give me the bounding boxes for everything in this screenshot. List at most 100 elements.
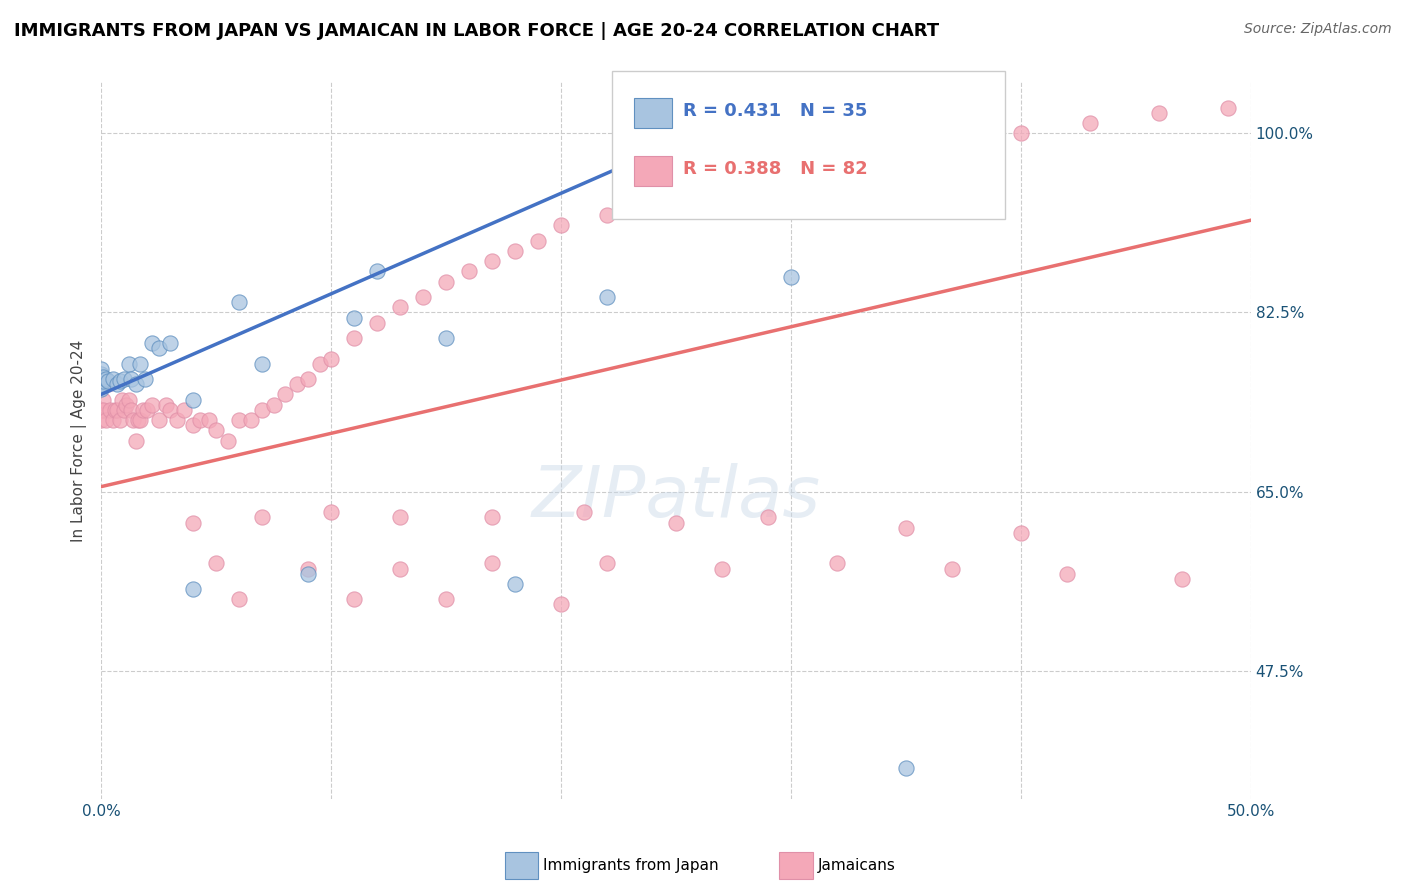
Point <box>166 413 188 427</box>
Point <box>90 377 112 392</box>
Point <box>90 367 112 381</box>
Point <box>434 331 457 345</box>
Point <box>434 592 457 607</box>
Point <box>111 392 134 407</box>
Point <box>250 357 273 371</box>
Point <box>120 402 142 417</box>
Point <box>148 341 170 355</box>
Point <box>228 592 250 607</box>
Point <box>710 178 733 192</box>
Point <box>434 275 457 289</box>
Point <box>136 402 159 417</box>
Point <box>97 374 120 388</box>
Y-axis label: In Labor Force | Age 20-24: In Labor Force | Age 20-24 <box>72 339 87 541</box>
Point <box>90 372 112 386</box>
Point <box>108 413 131 427</box>
Point <box>285 377 308 392</box>
Point <box>343 592 366 607</box>
Text: Immigrants from Japan: Immigrants from Japan <box>543 858 718 872</box>
Point <box>181 392 204 407</box>
Point <box>90 382 112 396</box>
Point <box>297 561 319 575</box>
Point <box>458 264 481 278</box>
Point <box>1078 116 1101 130</box>
Point <box>665 516 688 530</box>
Point <box>894 521 917 535</box>
Point <box>93 374 115 388</box>
Point <box>1010 525 1032 540</box>
Point <box>129 357 152 371</box>
Point <box>710 561 733 575</box>
Point <box>918 136 941 151</box>
Point <box>263 398 285 412</box>
Point <box>181 418 204 433</box>
Point <box>481 254 503 268</box>
Point <box>389 301 412 315</box>
Point <box>596 208 619 222</box>
Point <box>108 374 131 388</box>
Point <box>90 361 112 376</box>
Point <box>389 510 412 524</box>
Text: R = 0.388   N = 82: R = 0.388 N = 82 <box>683 161 868 178</box>
Point <box>101 372 124 386</box>
Point <box>849 152 872 166</box>
Point <box>134 372 156 386</box>
Point <box>101 413 124 427</box>
Point <box>159 402 181 417</box>
Point <box>97 377 120 392</box>
Point <box>94 372 117 386</box>
Point <box>319 351 342 366</box>
Point <box>550 219 572 233</box>
Point <box>481 510 503 524</box>
Point <box>98 402 121 417</box>
Point <box>198 413 221 427</box>
Text: R = 0.431   N = 35: R = 0.431 N = 35 <box>683 103 868 120</box>
Point <box>343 310 366 325</box>
Point <box>710 152 733 166</box>
Point <box>503 577 526 591</box>
Point <box>641 193 664 207</box>
Point <box>297 372 319 386</box>
Text: Jamaicans: Jamaicans <box>818 858 896 872</box>
Point <box>780 167 803 181</box>
Point <box>239 413 262 427</box>
Point <box>366 264 388 278</box>
Point <box>228 413 250 427</box>
Point <box>596 290 619 304</box>
Point <box>181 516 204 530</box>
Point <box>93 370 115 384</box>
Point <box>228 295 250 310</box>
Point <box>112 402 135 417</box>
Point <box>250 402 273 417</box>
Point <box>93 392 115 407</box>
Point <box>118 392 141 407</box>
Point <box>894 761 917 775</box>
Point <box>124 434 146 448</box>
Point <box>481 557 503 571</box>
Point <box>250 510 273 524</box>
Point <box>756 510 779 524</box>
Point <box>112 372 135 386</box>
Point <box>104 402 127 417</box>
Point <box>319 505 342 519</box>
Point <box>141 398 163 412</box>
Point <box>181 582 204 596</box>
Point <box>120 372 142 386</box>
Point <box>105 402 128 417</box>
Point <box>124 377 146 392</box>
Point <box>148 413 170 427</box>
Point <box>1147 105 1170 120</box>
Text: Source: ZipAtlas.com: Source: ZipAtlas.com <box>1244 22 1392 37</box>
Point <box>308 357 330 371</box>
Point <box>205 557 228 571</box>
Point <box>115 398 138 412</box>
Point <box>343 331 366 345</box>
Point <box>90 377 112 392</box>
Point <box>572 505 595 519</box>
Point <box>941 561 963 575</box>
Point <box>129 413 152 427</box>
Point <box>412 290 434 304</box>
Point <box>217 434 239 448</box>
Point <box>550 598 572 612</box>
Point <box>127 413 149 427</box>
